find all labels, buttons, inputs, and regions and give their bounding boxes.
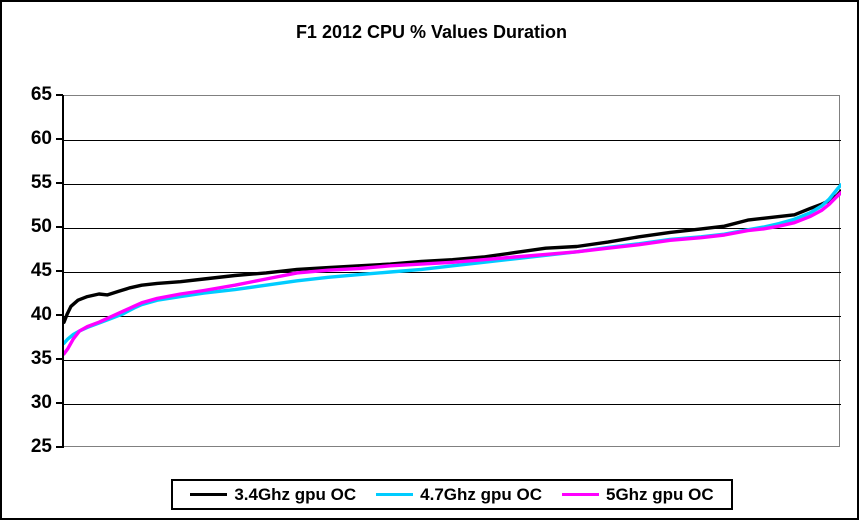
- legend-label: 5Ghz gpu OC: [606, 484, 714, 504]
- gridline-30: [64, 403, 841, 405]
- y-tick-label-55: 55: [30, 172, 52, 193]
- legend-label: 4.7Ghz gpu OC: [420, 484, 542, 504]
- gridline-60: [64, 139, 841, 141]
- y-tick-label-25: 25: [30, 436, 52, 457]
- y-tick-label-35: 35: [30, 348, 52, 369]
- y-tick-35: [56, 358, 63, 360]
- y-tick-label-60: 60: [30, 128, 52, 149]
- gridline-40: [64, 315, 841, 317]
- series-line-5ghz-gpu-oc: [64, 191, 841, 356]
- gridline-55: [64, 183, 841, 185]
- legend-line-swatch: [562, 493, 599, 496]
- legend-item-5ghz-gpu-oc: 5Ghz gpu OC: [562, 485, 714, 505]
- y-tick-40: [56, 314, 63, 316]
- y-tick-45: [56, 270, 63, 272]
- y-tick-55: [56, 182, 63, 184]
- legend-label: 3.4Ghz gpu OC: [234, 484, 357, 504]
- gridline-50: [64, 227, 841, 229]
- gridline-45: [64, 271, 841, 273]
- y-tick-label-30: 30: [30, 392, 52, 413]
- y-tick-25: [56, 446, 63, 448]
- y-tick-label-65: 65: [30, 84, 52, 105]
- y-axis-line: [62, 95, 64, 448]
- y-tick-label-40: 40: [30, 304, 52, 325]
- series-line-3-4ghz-gpu-oc: [64, 189, 841, 324]
- y-tick-50: [56, 226, 63, 228]
- plot-area: [63, 95, 841, 447]
- legend: 3.4Ghz gpu OC 4.7Ghz gpu OC 5Ghz gpu OC: [171, 479, 733, 510]
- series-lines: [64, 183, 841, 356]
- gridline-35: [64, 359, 841, 361]
- series-line-4-7ghz-gpu-oc: [64, 183, 841, 346]
- chart-title: F1 2012 CPU % Values Duration: [295, 22, 568, 42]
- y-tick-65: [56, 94, 63, 96]
- y-tick-60: [56, 138, 63, 140]
- legend-line-swatch: [190, 493, 228, 496]
- legend-line-swatch: [376, 493, 414, 496]
- y-tick-label-45: 45: [30, 260, 52, 281]
- legend-item-3-4ghz-gpu-oc: 3.4Ghz gpu OC: [190, 485, 356, 505]
- y-tick-label-50: 50: [30, 216, 52, 237]
- legend-item-4-7ghz-gpu-oc: 4.7Ghz gpu OC: [376, 485, 542, 505]
- y-tick-30: [56, 402, 63, 404]
